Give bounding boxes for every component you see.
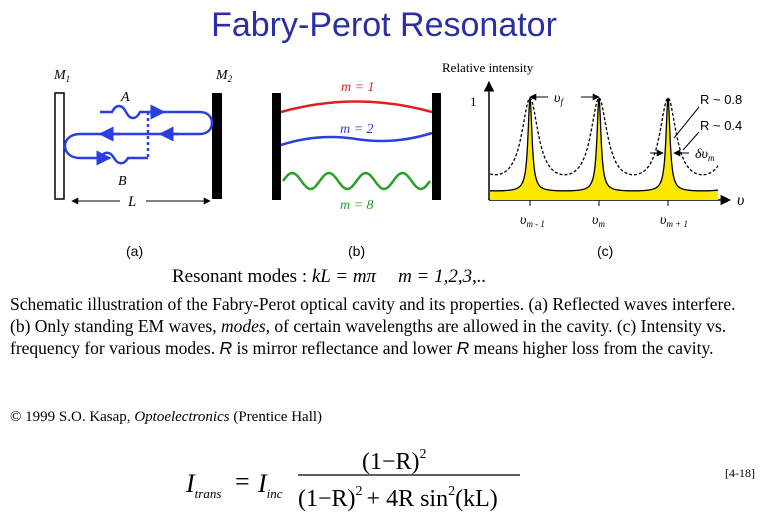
length-label: L xyxy=(127,194,136,210)
r-high-pointer xyxy=(673,106,700,139)
delta-nu-label: δυm xyxy=(695,147,715,163)
point-a: A xyxy=(120,90,130,105)
x-axis-label: υ xyxy=(737,192,744,209)
eq-denominator: (1−R)2 + 4R sin2(kL) xyxy=(298,484,498,512)
panel-a: M1 M2 A B L (a) xyxy=(53,68,233,259)
r-low-label: R ~ 0.4 xyxy=(700,118,742,133)
mirror2 xyxy=(212,93,222,199)
caption-a: (a) xyxy=(126,243,143,259)
eq-equals: = xyxy=(235,467,250,496)
tick-label-m-plus-1: υm + 1 xyxy=(660,213,688,229)
description: Schematic illustration of the Fabry-Pero… xyxy=(10,294,736,358)
r-high-label: R ~ 0.8 xyxy=(700,92,742,107)
eq-lhs: Itrans xyxy=(185,469,221,501)
mode8-wave xyxy=(281,171,432,191)
eq-numerator: (1−R)2 xyxy=(362,447,427,475)
mirror1 xyxy=(54,92,65,200)
point-b: B xyxy=(118,174,127,189)
tick-marks xyxy=(529,200,669,206)
credit: © 1999 S.O. Kasap, Optoelectronics (Pren… xyxy=(10,409,323,425)
caption-c: (c) xyxy=(597,243,613,259)
tick-label-m: υm xyxy=(592,213,605,229)
mirror1-label: M1 xyxy=(53,68,70,84)
eq-inc: Iinc xyxy=(257,469,283,501)
high-r-curve xyxy=(490,97,719,192)
caption-b: (b) xyxy=(348,243,365,259)
ytick-1: 1 xyxy=(470,94,477,109)
r-low-pointer xyxy=(682,131,700,151)
mode2-wave xyxy=(280,131,433,147)
equation-ref: [4-18] xyxy=(725,466,755,480)
panel-c: Relative intensity 1 υf R ~ 0.8 R ~ 0.4 … xyxy=(442,60,744,259)
ylabel: Relative intensity xyxy=(442,60,534,75)
low-r-curve xyxy=(489,97,719,176)
resonant-condition: Resonant modes : kL = mπ m = 1,2,3,.. xyxy=(172,266,486,287)
mirror-left xyxy=(272,93,281,200)
reflected-ray xyxy=(63,104,214,166)
mirror2-label: M2 xyxy=(215,68,233,84)
mode1-label: m = 1 xyxy=(341,80,375,95)
mode1-wave xyxy=(280,100,433,114)
nu-f-label: υf xyxy=(554,91,564,107)
mode8-label: m = 8 xyxy=(340,198,374,213)
mode2-label: m = 2 xyxy=(340,122,374,137)
figure: M1 M2 A B L (a) m = 1 m = 2 m = 8 (b) xyxy=(53,60,744,287)
tick-label-m-1: υm - 1 xyxy=(520,213,545,229)
page-title: Fabry-Perot Resonator xyxy=(211,6,557,44)
panel-b: m = 1 m = 2 m = 8 (b) xyxy=(272,80,441,259)
mirror-right xyxy=(432,93,441,200)
